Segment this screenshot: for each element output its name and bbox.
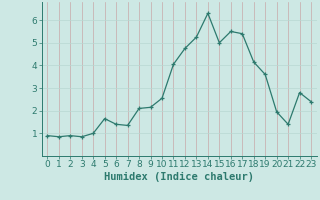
X-axis label: Humidex (Indice chaleur): Humidex (Indice chaleur) xyxy=(104,172,254,182)
